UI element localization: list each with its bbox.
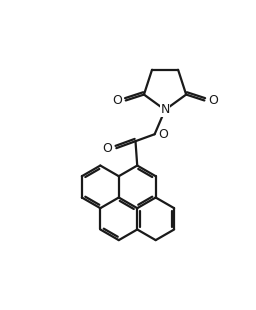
Text: O: O <box>208 94 218 107</box>
Text: O: O <box>158 128 168 141</box>
Text: N: N <box>160 103 170 116</box>
Text: O: O <box>112 94 122 107</box>
Text: O: O <box>103 142 113 155</box>
